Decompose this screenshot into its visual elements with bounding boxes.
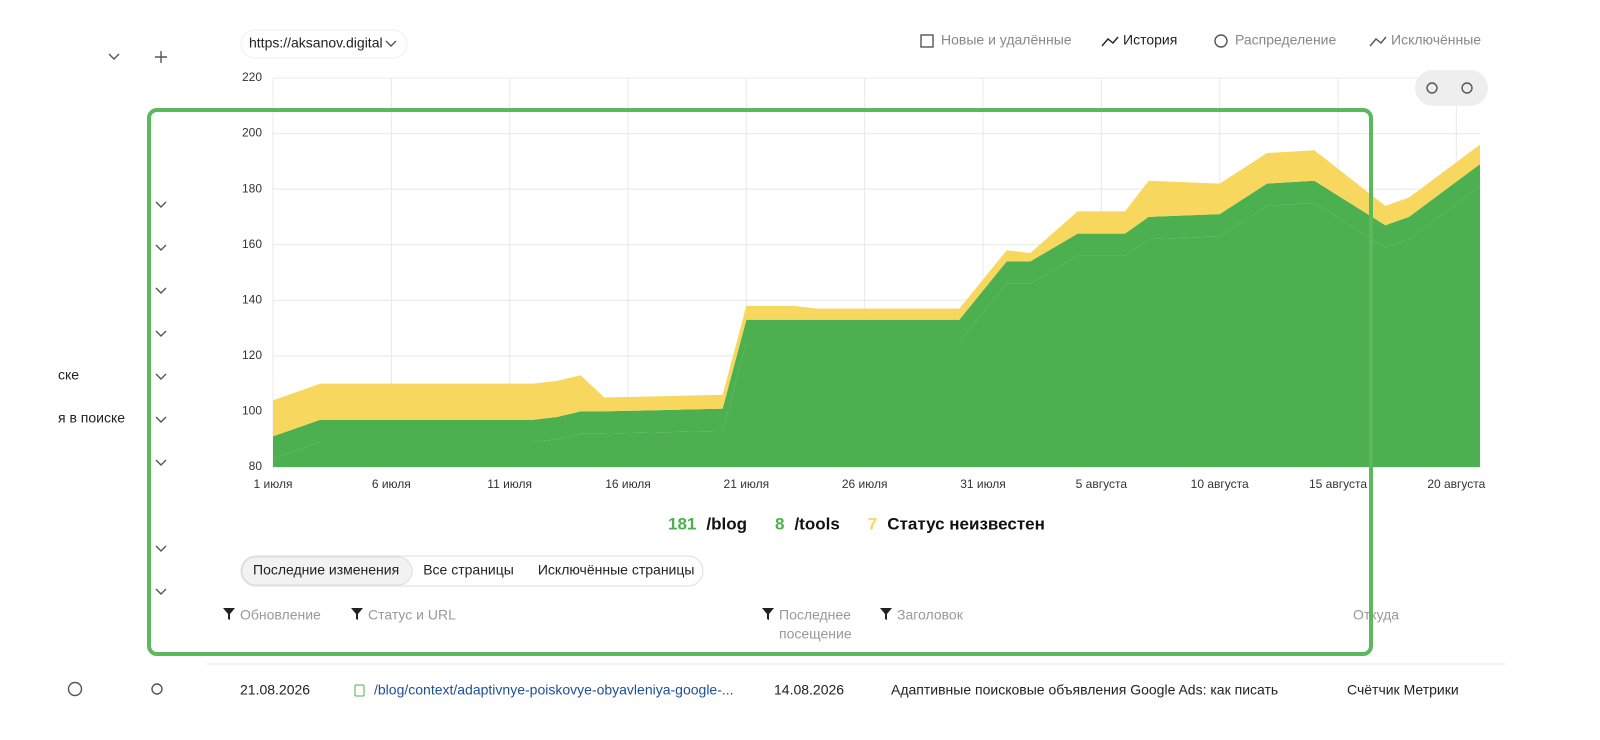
chevron[interactable] [155,330,167,337]
y-tick-label: 160 [242,237,262,251]
zoom-in[interactable] [1461,82,1473,94]
x-tick-label: 15 августа [1309,477,1367,491]
table-cell: 21.08.2026 [240,682,310,698]
site-select[interactable] [240,29,408,59]
x-tick-label: 26 июля [842,477,888,491]
tab-active [241,556,413,586]
column-header[interactable]: Откуда [1353,607,1399,623]
x-tick-label: 5 августа [1076,477,1128,491]
sidebar: ске я в поиске [58,51,167,697]
legend-label[interactable]: Статус неизвестен [887,514,1045,533]
chevron[interactable] [155,588,167,595]
nav-icon [1369,36,1387,47]
settings-icon[interactable] [151,683,163,695]
legend-label[interactable]: /tools [794,514,839,533]
filter-icon [762,608,774,620]
legend-label[interactable]: /blog [706,514,747,533]
filter-icon [880,608,892,620]
site-url: https://aksanov.digital [249,35,383,51]
x-tick-label: 31 июля [960,477,1006,491]
legend-value: 7 [868,514,877,533]
y-tick-label: 180 [242,181,262,195]
filter-icon [351,608,363,620]
chart: 80 100 120 140 160 180 200 220 1 июля 6 июля 11 ию… [242,70,1486,491]
sidebar-item[interactable]: ске [58,367,79,383]
nav-item[interactable]: Исключённые [1391,32,1481,48]
x-tick-label: 6 июля [372,477,411,491]
column-header[interactable]: Последнее [779,607,851,623]
area [273,144,1480,437]
table-cell[interactable]: /blog/context/adaptivnye-poiskovye-obyav… [374,682,734,698]
nav-icon [920,34,934,48]
page-tabs: Последние изменения Все страницы Исключённ… [240,555,704,587]
x-tick-label: 16 июля [605,477,651,491]
table-cell: Адаптивные поисковые объявления Google A… [891,682,1278,698]
zoom-controls [1415,70,1488,106]
chevron[interactable] [155,373,167,380]
chevron[interactable] [155,416,167,423]
table-cell: 14.08.2026 [774,682,844,698]
x-tick-label: 21 июля [724,477,770,491]
y-tick-label: 220 [242,70,262,84]
tab[interactable]: Исключённые страницы [538,562,695,578]
y-tick-label: 140 [242,292,262,306]
y-tick-label: 200 [242,126,262,140]
sidebar-item[interactable]: я в поиске [58,410,125,426]
chevron[interactable] [155,201,167,208]
chevron[interactable] [155,287,167,294]
tab[interactable]: Последние изменения [253,562,399,578]
area [273,164,1480,459]
x-tick-label: 20 августа [1427,477,1485,491]
legend-value: 8 [775,514,784,533]
add-button[interactable] [155,51,167,63]
chevron[interactable] [108,53,120,60]
nav-item[interactable]: История [1123,32,1177,48]
tab[interactable]: Все страницы [423,562,514,578]
nav-item[interactable]: Распределение [1235,32,1337,48]
legend-value: 181 [668,514,696,533]
column-header[interactable]: Заголовок [897,607,964,623]
column-header[interactable]: Статус и URL [368,607,456,623]
nav-icon [1101,36,1119,47]
column-header[interactable]: посещение [779,626,852,642]
chevron[interactable] [155,545,167,552]
y-tick-label: 120 [242,348,262,362]
y-tick-label: 100 [242,404,262,418]
filter-icon [223,608,235,620]
table-cell: Счётчик Метрики [1347,682,1459,698]
chevron[interactable] [155,244,167,251]
legend: 181/blog 8/tools 7 Статус неизвестен [668,514,1045,533]
nav-item[interactable]: Новые и удалённые [941,32,1072,48]
chevron [385,40,397,47]
nav-icon [1214,34,1228,48]
area [273,186,1480,467]
table: Обновление Статус и URL Последнее посещение… [223,607,1459,698]
x-tick-label: 1 июля [254,477,293,491]
zoom-out[interactable] [1426,82,1438,94]
highlight-frame [147,108,1373,656]
status-icon [354,684,365,697]
x-tick-label: 10 августа [1191,477,1249,491]
x-tick-label: 11 июля [487,477,532,491]
column-header[interactable]: Обновление [240,607,321,623]
y-tick-label: 80 [249,459,263,473]
chevron[interactable] [155,459,167,466]
help-icon[interactable] [67,681,83,697]
view-tabs: Новые и удалённые История Распределение … [920,32,1481,48]
